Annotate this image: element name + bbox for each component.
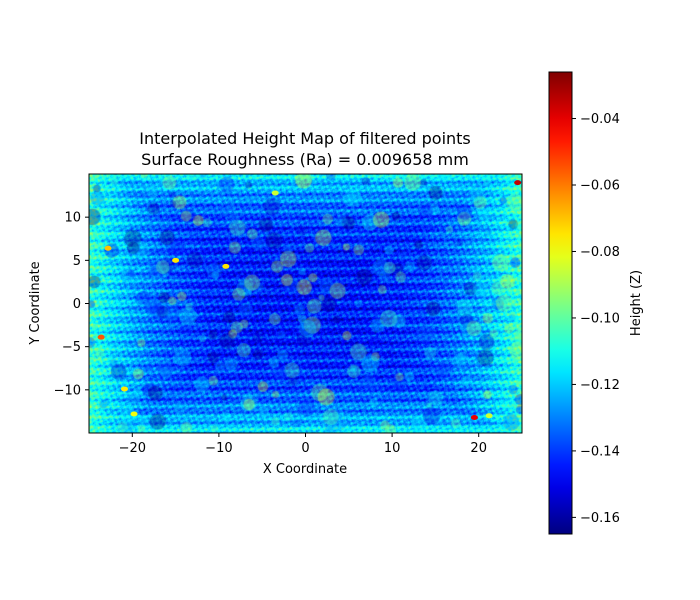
colorbar-tick-label: −0.04 <box>580 112 620 127</box>
hotspot-6 <box>172 257 180 263</box>
hotspot-8 <box>130 411 138 417</box>
hotspots <box>97 180 522 420</box>
y-tick-label: −5 <box>62 340 81 355</box>
heatmap-image <box>89 174 522 433</box>
y-tick-label: 0 <box>73 297 81 312</box>
colorbar-gradient <box>549 72 572 534</box>
x-tick-label: −10 <box>205 441 232 456</box>
x-axis-label: X Coordinate <box>263 462 347 477</box>
hotspot-3 <box>97 334 105 340</box>
colorbar-tick-label: −0.12 <box>580 378 620 393</box>
colorbar: −0.16 −0.14 −0.12 −0.10 −0.08 −0.06 −0.04 Heig… <box>548 71 644 535</box>
x-tick-label: 20 <box>470 441 487 456</box>
hotspot-2 <box>470 414 478 420</box>
colorbar-label: Height (Z) <box>629 270 644 336</box>
hotspot-7 <box>121 386 129 392</box>
y-axis-ticks: −10 −5 0 5 10 <box>54 211 89 398</box>
chart-title: Interpolated Height Map of filtered poin… <box>139 129 471 148</box>
hotspot-1 <box>514 180 522 186</box>
x-tick-label: 10 <box>384 441 401 456</box>
x-tick-label: 0 <box>301 441 309 456</box>
chart-subtitle: Surface Roughness (Ra) = 0.009658 mm <box>141 150 469 169</box>
y-axis-label: Y Coordinate <box>28 261 43 345</box>
x-axis-ticks: −20 −10 0 10 20 <box>119 433 487 456</box>
y-tick-label: 10 <box>64 211 81 226</box>
y-tick-label: 5 <box>73 254 81 269</box>
x-tick-label: −20 <box>119 441 146 456</box>
colorbar-frame <box>548 71 573 535</box>
hotspot-5 <box>222 263 230 269</box>
colorbar-tick-label: −0.06 <box>580 179 620 194</box>
hotspot-4 <box>104 245 112 251</box>
colorbar-tick-label: −0.14 <box>580 444 620 459</box>
hotspot-10 <box>485 413 493 419</box>
colorbar-tick-label: −0.10 <box>580 311 620 326</box>
colorbar-tick-label: −0.08 <box>580 245 620 260</box>
y-tick-label: −10 <box>54 383 81 398</box>
colorbar-tick-label: −0.16 <box>580 511 620 526</box>
plot-area <box>88 173 523 434</box>
colorbar-ticks: −0.16 −0.14 −0.12 −0.10 −0.08 −0.06 −0.04 <box>572 112 620 526</box>
hotspot-9 <box>271 190 279 196</box>
